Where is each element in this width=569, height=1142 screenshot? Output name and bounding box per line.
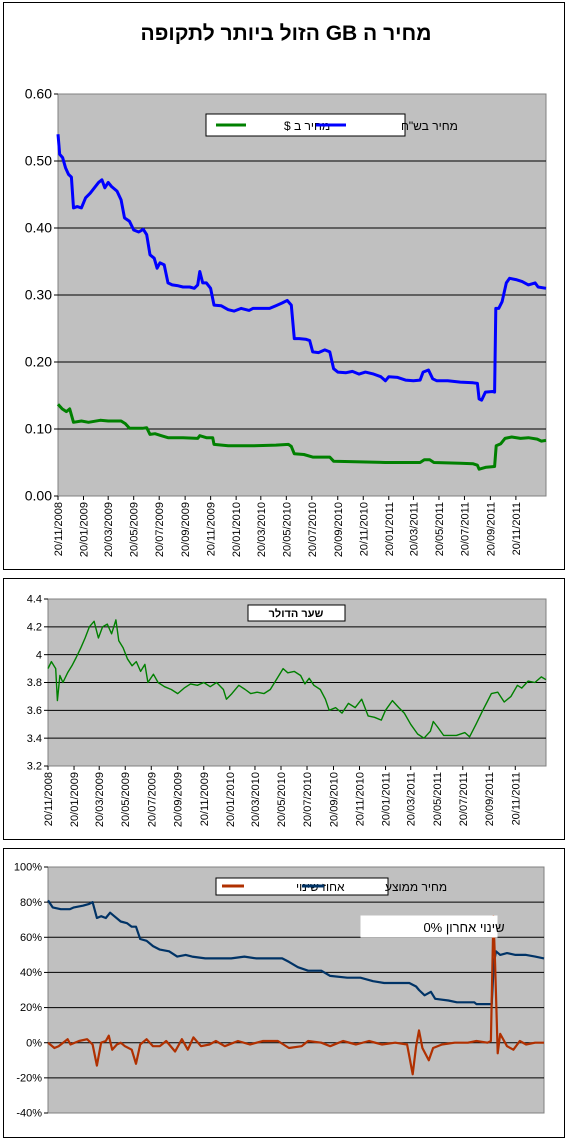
series-line-0 — [47, 619, 547, 739]
x-tick-label: 20/01/2009 — [69, 772, 81, 827]
x-tick-label: 20/09/2009 — [173, 772, 185, 827]
legend-box — [247, 604, 346, 622]
chart-panel-percent-change: -40% -20% 0% 20% 40% 60% 80% 100% אחוז שינוי מח… — [3, 848, 565, 1138]
x-tick-label: 20/07/2011 — [458, 772, 470, 826]
x-tick-label: 20/03/2011 — [406, 772, 418, 826]
y-tick-label: 0.40 — [25, 220, 52, 236]
series-line-0 — [56, 134, 547, 402]
chart-title: מחיר ה GB הזול ביותר לתקופה — [141, 22, 432, 45]
x-tick-label: 20/11/2010 — [355, 772, 367, 826]
x-tick-label: 20/07/2010 — [302, 772, 314, 827]
x-tick-label: 20/09/2011 — [485, 502, 497, 556]
x-tick-label: 20/07/2009 — [154, 502, 166, 557]
legend: אחוז שינוי מחיר ממוצע — [215, 877, 447, 896]
annotation: שינוי אחרון 0% — [360, 915, 505, 938]
y-tick-label: 100% — [14, 862, 42, 874]
y-tick-label: 4.2 — [27, 622, 42, 634]
series-line-1 — [56, 403, 547, 471]
x-tick-label: 20/09/2010 — [328, 772, 340, 827]
legend-label-usd: מחיר ב $ — [284, 119, 330, 133]
x-tick-label: 20/09/2011 — [484, 772, 496, 826]
x-tick-label: 20/11/2011 — [510, 772, 522, 825]
legend-label-average: מחיר ממוצע — [385, 880, 447, 894]
y-tick-label: 3.8 — [27, 677, 42, 689]
x-tick-label: 20/03/2009 — [103, 502, 115, 557]
x-tick-label: 20/01/2009 — [79, 502, 91, 557]
x-tick-label: 20/03/2010 — [256, 502, 268, 557]
x-tick-label: 20/03/2010 — [250, 772, 262, 827]
series-line-1 — [47, 915, 544, 1076]
y-tick-label: 0.10 — [25, 421, 52, 437]
chart-panel-gb-price: מחיר ה GB הזול ביותר לתקופה 0.00 0.10 0.20… — [3, 2, 565, 570]
y-tick-label: -20% — [16, 1073, 42, 1085]
x-tick-label: 20/05/2009 — [129, 502, 141, 557]
chart-panel-exchange-rate: 3.2 3.4 3.6 3.8 4 4.2 4.4 20/11/2008 20/01/2009… — [3, 578, 565, 840]
x-tick-label: 20/09/2009 — [180, 502, 192, 557]
x-tick-label: 20/09/2010 — [333, 502, 345, 557]
x-tick-label: 20/01/2011 — [384, 502, 396, 556]
x-tick-label: 20/05/2010 — [276, 772, 288, 827]
x-tick-label: 20/05/2009 — [120, 772, 132, 827]
x-tick-label: 20/11/2010 — [358, 502, 370, 556]
y-tick-label: 80% — [20, 897, 42, 909]
y-tick-label: 0.30 — [25, 287, 52, 303]
x-tick-label: 20/11/2011 — [511, 502, 523, 555]
y-tick-label: 3.6 — [27, 705, 42, 717]
x-tick-label: 20/11/2008 — [43, 772, 55, 826]
series-line-0 — [47, 899, 545, 1006]
x-tick-label: 20/07/2010 — [307, 502, 319, 557]
y-tick-label: 3.2 — [27, 761, 42, 773]
y-tick-label: 0.00 — [25, 488, 52, 504]
y-tick-label: 40% — [20, 967, 42, 979]
x-tick-label: 20/11/2008 — [53, 502, 65, 556]
x-tick-label: 20/11/2009 — [199, 772, 211, 826]
legend: שער הדולר — [247, 604, 346, 622]
x-tick-label: 20/11/2009 — [206, 502, 218, 556]
exchange-rate-chart: 3.2 3.4 3.6 3.8 4 4.2 4.4 20/11/2008 20/01/2009… — [27, 594, 547, 827]
x-tick-label: 20/01/2010 — [225, 772, 237, 827]
annotation-text: שינוי אחרון 0% — [423, 920, 504, 935]
legend-label-ils: מחיר בש"ח — [401, 119, 458, 133]
percent-change-chart: -40% -20% 0% 20% 40% 60% 80% 100% אחוז שינוי מח… — [14, 862, 545, 1120]
legend-label-usd-rate: שער הדולר — [269, 607, 324, 620]
y-tick-label: 0.50 — [25, 153, 52, 169]
annotation-box — [360, 915, 498, 938]
x-tick-label: 20/01/2011 — [381, 772, 393, 826]
x-tick-label: 20/01/2010 — [231, 502, 243, 557]
y-tick-label: 0% — [26, 1037, 42, 1049]
y-tick-label: 0.20 — [25, 354, 52, 370]
x-tick-label: 20/05/2011 — [434, 502, 446, 556]
x-tick-label: 20/05/2010 — [281, 502, 293, 557]
x-tick-label: 20/03/2009 — [94, 772, 106, 827]
plot-area — [47, 866, 545, 1114]
y-tick-label: 3.4 — [27, 733, 42, 745]
y-tick-label: 4 — [36, 649, 42, 661]
legend: מחיר ב $ מחיר בש"ח — [205, 113, 458, 137]
x-tick-label: 20/03/2011 — [408, 502, 420, 556]
x-tick-label: 20/05/2011 — [432, 772, 444, 826]
x-tick-label: 20/07/2009 — [146, 772, 158, 827]
legend-box — [205, 113, 406, 137]
y-tick-label: 60% — [20, 932, 42, 944]
y-tick-label: -40% — [16, 1108, 42, 1120]
x-tick-label: 20/07/2011 — [459, 502, 471, 556]
gb-price-chart: מחיר ה GB הזול ביותר לתקופה 0.00 0.10 0.20… — [25, 22, 547, 557]
y-tick-label: 20% — [20, 1002, 42, 1014]
y-tick-label: 0.60 — [25, 86, 52, 102]
y-tick-label: 4.4 — [27, 594, 42, 606]
